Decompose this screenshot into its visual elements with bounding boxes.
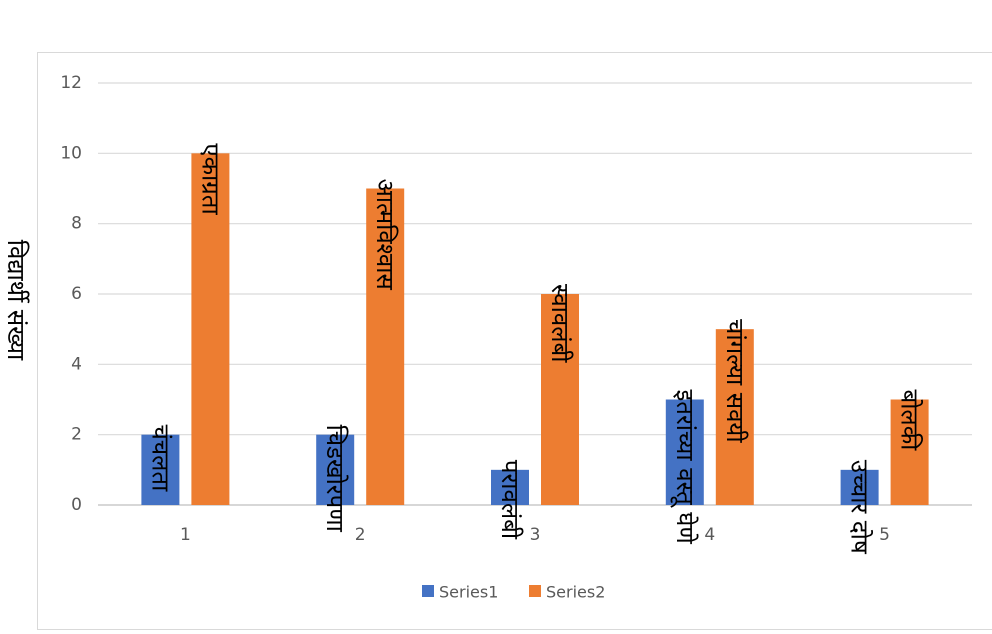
legend-swatch bbox=[529, 585, 541, 597]
y-tick-label: 4 bbox=[71, 354, 82, 374]
data-label: बोलकी bbox=[896, 390, 924, 452]
y-tick-label: 10 bbox=[60, 143, 82, 163]
x-axis-ticks: 1 2 3 4 5 bbox=[180, 525, 890, 545]
x-tick-label: 1 bbox=[180, 525, 191, 545]
data-label: स्वावलंबी bbox=[546, 284, 574, 363]
data-label: उच्चार दोष bbox=[846, 460, 874, 555]
legend-label: Series1 bbox=[439, 583, 498, 602]
bars bbox=[141, 153, 929, 506]
legend-label: Series2 bbox=[546, 583, 605, 602]
legend: Series1 Series2 bbox=[422, 583, 605, 602]
legend-swatch bbox=[422, 585, 434, 597]
bar-series2 bbox=[541, 294, 579, 505]
chart-frame bbox=[37, 52, 992, 630]
bar-series2 bbox=[890, 399, 929, 505]
y-axis-ticks: 0 2 4 6 8 10 12 bbox=[60, 73, 82, 515]
data-label: आत्मविश्वास bbox=[371, 179, 399, 291]
data-label: चांगल्या सवयी bbox=[721, 319, 749, 443]
data-label: एकाग्रता bbox=[196, 143, 224, 215]
bar-series2 bbox=[366, 188, 405, 505]
bar-series1 bbox=[840, 469, 879, 505]
y-tick-label: 2 bbox=[71, 425, 82, 445]
data-labels: चंचलता एकाग्रता चिडखोरपणा आत्मविश्वास परावलं… bbox=[146, 143, 923, 555]
x-tick-label: 3 bbox=[530, 525, 541, 545]
bar-series1 bbox=[316, 434, 355, 505]
x-tick-label: 4 bbox=[704, 525, 715, 545]
data-label: चंचलता bbox=[146, 425, 174, 492]
bar-series2 bbox=[715, 329, 754, 505]
x-tick-label: 5 bbox=[879, 525, 890, 545]
x-tick-label: 2 bbox=[355, 525, 366, 545]
y-tick-label: 0 bbox=[71, 495, 82, 515]
y-tick-label: 6 bbox=[71, 284, 82, 304]
data-label: इतरांच्या वस्तू घेणे bbox=[670, 390, 699, 545]
data-label: चिडखोरपणा bbox=[321, 425, 349, 533]
bar-series2 bbox=[191, 153, 230, 506]
gridlines bbox=[98, 82, 972, 506]
y-axis-title: विद्यार्थी संख्या bbox=[2, 240, 30, 361]
bar-series1 bbox=[141, 434, 180, 505]
y-tick-label: 8 bbox=[71, 214, 82, 234]
bar-series1 bbox=[665, 399, 704, 505]
data-label: परावलंबी bbox=[496, 460, 524, 540]
y-tick-label: 12 bbox=[60, 73, 82, 93]
bar-series1 bbox=[491, 469, 529, 505]
